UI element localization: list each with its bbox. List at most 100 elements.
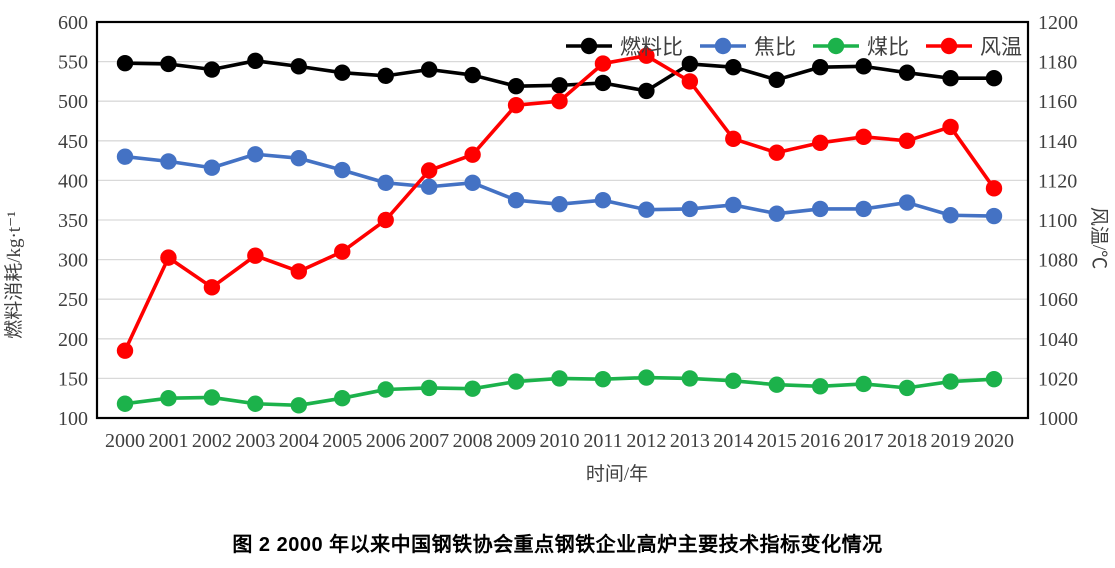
- data-point-fuel-ratio: [507, 77, 525, 95]
- x-axis-tick: 2020: [974, 430, 1014, 452]
- data-point-coke-ratio: [855, 200, 872, 218]
- series-blast-temperature: [116, 47, 1003, 359]
- x-axis-tick: 2008: [453, 430, 493, 452]
- y-axis-tick-left: 200: [58, 329, 88, 351]
- chart-canvas: 100 150 200 250 300 350 400 450 500 550 600 1000 102…: [3, 12, 1110, 485]
- data-point-coal-ratio: [116, 395, 134, 412]
- x-axis-tick: 2016: [800, 430, 840, 452]
- data-point-coke-ratio: [334, 161, 351, 179]
- data-point-coal-ratio: [898, 379, 916, 397]
- data-point-coal-ratio: [334, 390, 351, 407]
- data-point-coal-ratio: [725, 372, 742, 389]
- figure-caption: 图 2 2000 年以来中国钢铁协会重点钢铁企业高炉主要技术指标变化情况: [232, 534, 883, 556]
- data-point-fuel-ratio: [160, 55, 177, 73]
- data-point-blast-temperature: [203, 279, 221, 296]
- y-axis-tick-left: 400: [58, 170, 88, 192]
- series-coke-ratio: [116, 146, 1003, 225]
- data-point-coke-ratio: [812, 200, 829, 218]
- data-point-coke-ratio: [898, 194, 916, 211]
- x-axis-tick: 2003: [235, 430, 275, 452]
- legend-label-coal-ratio: 煤比: [867, 35, 909, 59]
- data-point-coal-ratio: [768, 376, 785, 393]
- y-axis-tick-right: 1160: [1038, 91, 1077, 113]
- data-point-coke-ratio: [377, 174, 394, 191]
- data-point-blast-temperature: [681, 73, 699, 90]
- legend-marker-coal-ratio: [827, 37, 845, 55]
- legend-item-coke-ratio: 焦比: [700, 35, 796, 59]
- data-point-blast-temperature: [551, 93, 568, 110]
- x-axis-tick: 2015: [757, 430, 797, 452]
- legend-marker-blast-temperature: [940, 37, 958, 55]
- data-point-coke-ratio: [203, 159, 221, 176]
- data-point-coke-ratio: [768, 205, 785, 222]
- x-axis-tick: 2014: [713, 430, 753, 452]
- x-axis-tick: 2000: [105, 430, 145, 452]
- data-point-coke-ratio: [681, 200, 699, 218]
- data-point-coke-ratio: [594, 192, 612, 209]
- data-point-fuel-ratio: [464, 66, 481, 84]
- legend-item-blast-temperature: 风温: [926, 35, 1022, 59]
- data-point-coal-ratio: [855, 375, 872, 393]
- x-axis-tick: 2007: [409, 430, 449, 452]
- y-axis-tick-left: 100: [58, 408, 88, 430]
- data-point-fuel-ratio: [334, 64, 351, 81]
- data-point-blast-temperature: [985, 180, 1003, 197]
- data-point-coal-ratio: [290, 397, 307, 414]
- legend-label-coke-ratio: 焦比: [754, 35, 796, 59]
- data-point-coke-ratio: [507, 192, 525, 209]
- data-point-coal-ratio: [247, 395, 264, 412]
- legend-marker-fuel-ratio: [580, 37, 598, 55]
- series-coal-ratio: [116, 369, 1003, 414]
- data-point-coal-ratio: [594, 370, 612, 388]
- data-point-coke-ratio: [985, 207, 1003, 225]
- data-point-coke-ratio: [290, 150, 307, 167]
- data-point-fuel-ratio: [420, 61, 438, 78]
- legend-item-coal-ratio: 煤比: [813, 35, 909, 59]
- data-point-fuel-ratio: [638, 82, 655, 100]
- y-axis-tick-right: 1020: [1038, 368, 1078, 390]
- y-axis-title-left: 燃料消耗/kg·t⁻¹: [3, 211, 25, 339]
- data-point-coke-ratio: [247, 146, 264, 163]
- data-point-coal-ratio: [985, 370, 1003, 388]
- data-point-fuel-ratio: [942, 70, 959, 87]
- data-point-blast-temperature: [160, 249, 177, 266]
- data-point-coke-ratio: [160, 153, 177, 170]
- data-point-blast-temperature: [464, 146, 481, 163]
- data-point-coal-ratio: [681, 370, 699, 387]
- data-point-coal-ratio: [420, 379, 438, 397]
- data-point-fuel-ratio: [812, 58, 829, 76]
- y-axis-tick-left: 600: [58, 12, 88, 34]
- data-point-fuel-ratio: [116, 54, 134, 72]
- data-point-fuel-ratio: [985, 70, 1003, 87]
- data-point-coke-ratio: [638, 201, 655, 218]
- data-point-blast-temperature: [247, 247, 264, 264]
- data-point-coke-ratio: [420, 178, 438, 195]
- data-point-blast-temperature: [942, 118, 959, 136]
- data-point-coke-ratio: [116, 148, 134, 165]
- y-axis-tick-left: 500: [58, 91, 88, 113]
- data-point-blast-temperature: [116, 342, 134, 359]
- x-axis-tick: 2017: [844, 430, 884, 452]
- y-axis-tick-left: 550: [58, 52, 88, 74]
- plot-border: [95, 20, 1030, 420]
- y-axis-tick-left: 350: [58, 210, 88, 232]
- legend-label-blast-temperature: 风温: [980, 35, 1022, 59]
- y-axis-tick-left: 150: [58, 368, 88, 390]
- data-point-coal-ratio: [942, 373, 959, 390]
- data-point-fuel-ratio: [681, 55, 699, 73]
- data-point-fuel-ratio: [898, 64, 916, 81]
- series-fuel-ratio: [116, 52, 1003, 100]
- data-point-fuel-ratio: [855, 58, 872, 75]
- x-axis-tick: 2018: [887, 430, 927, 452]
- data-point-fuel-ratio: [203, 61, 221, 78]
- data-point-fuel-ratio: [377, 67, 394, 85]
- data-point-coke-ratio: [551, 195, 568, 213]
- gridlines: [97, 60, 1028, 380]
- x-axis-title: 时间/年: [586, 463, 648, 485]
- data-point-coal-ratio: [464, 380, 481, 397]
- x-axis-tick: 2005: [322, 430, 362, 452]
- data-point-fuel-ratio: [594, 74, 612, 92]
- data-point-coal-ratio: [160, 390, 177, 407]
- x-axis-tick: 2013: [670, 430, 710, 452]
- data-point-coal-ratio: [377, 381, 394, 398]
